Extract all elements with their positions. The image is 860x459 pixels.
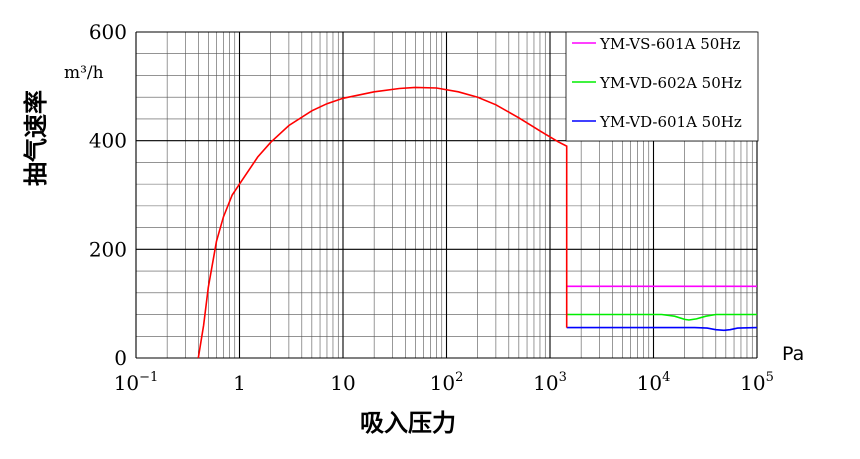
y-tick-labels: 0 200 400 600 xyxy=(89,20,127,370)
y-axis-title: 抽气速率 xyxy=(22,90,50,186)
legend-label: YM-VD-602A 50Hz xyxy=(599,74,742,92)
x-tick-label: 102 xyxy=(430,370,464,395)
y-tick-label: 600 xyxy=(89,20,127,44)
y-axis-unit: m³/h xyxy=(64,63,104,83)
series-line xyxy=(566,313,757,321)
x-tick-label: 105 xyxy=(740,370,774,395)
x-tick-label: 103 xyxy=(533,370,567,395)
y-tick-label: 0 xyxy=(114,346,127,370)
shared-rising-curve xyxy=(197,86,568,359)
x-tick-label: 10−1 xyxy=(114,370,159,395)
legend-label: YM-VS-601A 50Hz xyxy=(599,35,740,53)
x-axis-unit: Pa xyxy=(782,343,804,365)
major-grid xyxy=(135,31,758,359)
legend: YM-VS-601A 50Hz YM-VD-602A 50Hz YM-VD-601A… xyxy=(572,35,742,131)
x-tick-label: 1 xyxy=(233,371,246,395)
legend-box xyxy=(565,31,759,142)
curves xyxy=(197,86,758,359)
x-axis-title: 吸入压力 xyxy=(360,409,456,437)
x-tick-label: 10 xyxy=(330,371,355,395)
series-line xyxy=(566,326,758,332)
x-tick-labels: 10−1 1 10 102 103 104 105 xyxy=(114,370,774,395)
x-tick-label: 104 xyxy=(637,370,671,395)
y-tick-label: 400 xyxy=(89,129,127,153)
legend-label: YM-VD-601A 50Hz xyxy=(599,113,742,131)
y-tick-label: 200 xyxy=(89,237,127,261)
